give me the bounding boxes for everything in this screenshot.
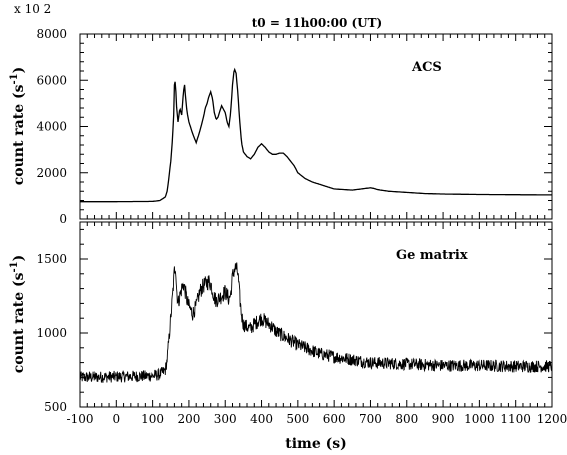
bottom-ylabel-text: count rate (s [11,272,27,373]
bottom-y-tick-labels: 500 1000 1500 [36,252,67,414]
x-tick-label: 600 [323,412,346,426]
acs-annotation: ACS [411,60,442,75]
bottom-panel: 500 1000 1500 -100 0 100 200 300 400 500 600 700 80… [9,221,567,452]
bottom-y-tick-label: 1500 [36,252,67,266]
scale-label: x 10 2 [14,2,51,16]
x-tick-label: 1100 [500,412,531,426]
x-tick-label: 1000 [464,412,495,426]
x-tick-labels: -100 0 100 200 300 400 500 600 700 800 900 1000 1100… [67,412,567,426]
ge-matrix-series-line [79,262,553,383]
x-tick-label: 200 [177,412,200,426]
top-y-tick-labels: 0 2000 4000 6000 8000 [36,27,67,226]
x-tick-label: 1200 [537,412,567,426]
acs-series-line [80,67,552,203]
x-tick-label: 100 [141,412,164,426]
x-tick-label: 0 [112,412,120,426]
x-tick-label: 500 [286,412,309,426]
top-y-axis-label: count rate (s-1) [9,67,27,186]
top-y-tick-label: 6000 [36,73,67,87]
x-tick-label: 900 [432,412,455,426]
top-ylabel-text: count rate (s [11,84,27,185]
bottom-ylabel-close: ) [11,255,27,262]
top-panel: 0 2000 4000 6000 8000 ACS count rate (s-1) [9,27,553,226]
x-tick-label: 400 [250,412,273,426]
bottom-ylabel-sup: -1 [9,261,20,272]
bottom-axis-ticks [79,222,553,408]
top-y-tick-label: 4000 [36,120,67,134]
top-y-tick-label: 8000 [36,27,67,41]
top-plot-frame [79,33,553,220]
top-ylabel-close: ) [11,67,27,74]
x-tick-label: -100 [67,412,94,426]
x-tick-label: 700 [359,412,382,426]
x-axis-label: time (s) [285,436,347,452]
top-axis-ticks [79,33,553,220]
top-ylabel-sup: -1 [9,73,20,84]
bottom-y-tick-label: 500 [44,400,67,414]
bottom-y-axis-label: count rate (s-1) [9,255,27,374]
top-y-tick-label: 2000 [36,166,67,180]
bottom-plot-frame [79,221,553,408]
ge-matrix-annotation: Ge matrix [396,248,468,263]
x-tick-label: 300 [214,412,237,426]
x-tick-label: 800 [395,412,418,426]
chart-title: t0 = 11h00:00 (UT) [252,16,382,30]
top-y-tick-label: 0 [59,212,67,226]
bottom-y-tick-label: 1000 [36,326,67,340]
